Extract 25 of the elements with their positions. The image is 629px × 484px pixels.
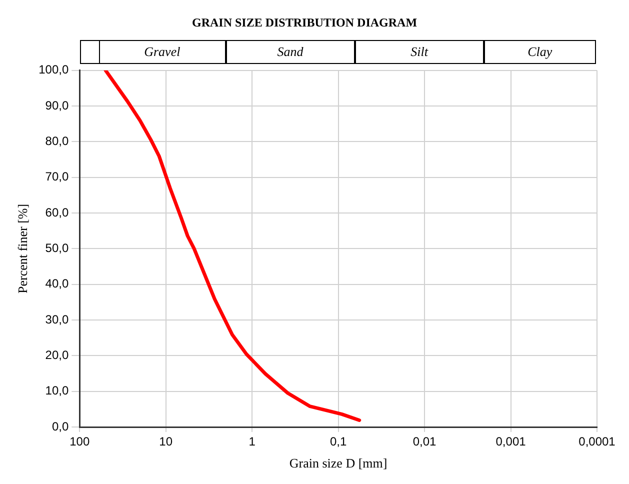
text: Silt [410,44,428,60]
chart-title: GRAIN SIZE DISTRIBUTION DIAGRAM [192,15,418,30]
y-axis-title: Percent finer [%] [15,204,30,294]
x-axis-title: Grain size D [mm] [289,456,388,471]
y-tick-label: 20,0 [45,348,69,362]
x-tick-label: 0,1 [330,434,347,449]
text: Clay [528,44,552,60]
x-tick-label: 0,0001 [578,434,616,449]
y-tick-label: 40,0 [45,276,69,291]
text: Gravel [144,44,180,60]
y-tick-label: 60,0 [45,205,69,220]
x-tick-label: 100 [70,434,90,449]
x-tick-label: 10 [159,434,173,449]
y-tick-label: 80,0 [45,134,69,148]
x-tick-label: 0,01 [412,434,437,449]
y-tick-label: 30,0 [45,312,69,326]
y-tick-label: 10,0 [45,384,69,398]
text: Sand [277,44,304,60]
x-tick-label: 1 [248,434,256,449]
y-tick-label: 70,0 [45,170,69,184]
y-tick-label: 0,0 [52,419,69,434]
y-tick-label: 50,0 [45,241,69,256]
y-tick-label: 90,0 [45,98,69,112]
x-tick-label: 0,001 [496,434,526,449]
y-tick-label: 100,0 [38,62,69,77]
